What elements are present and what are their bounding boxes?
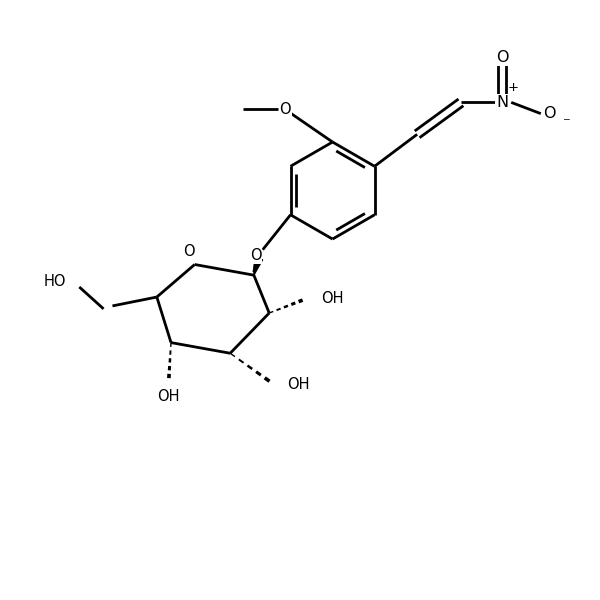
Text: N: N [496, 95, 508, 110]
Text: O: O [544, 106, 556, 121]
Text: OH: OH [322, 292, 344, 307]
Text: HO: HO [43, 274, 66, 289]
Text: +: + [508, 81, 518, 94]
Text: O: O [496, 50, 509, 65]
Text: O: O [183, 244, 194, 259]
Text: O: O [250, 248, 262, 263]
Text: ⁻: ⁻ [562, 115, 570, 130]
Text: OH: OH [287, 377, 310, 392]
Text: O: O [280, 102, 291, 117]
Polygon shape [254, 257, 263, 275]
Text: OH: OH [157, 389, 180, 404]
